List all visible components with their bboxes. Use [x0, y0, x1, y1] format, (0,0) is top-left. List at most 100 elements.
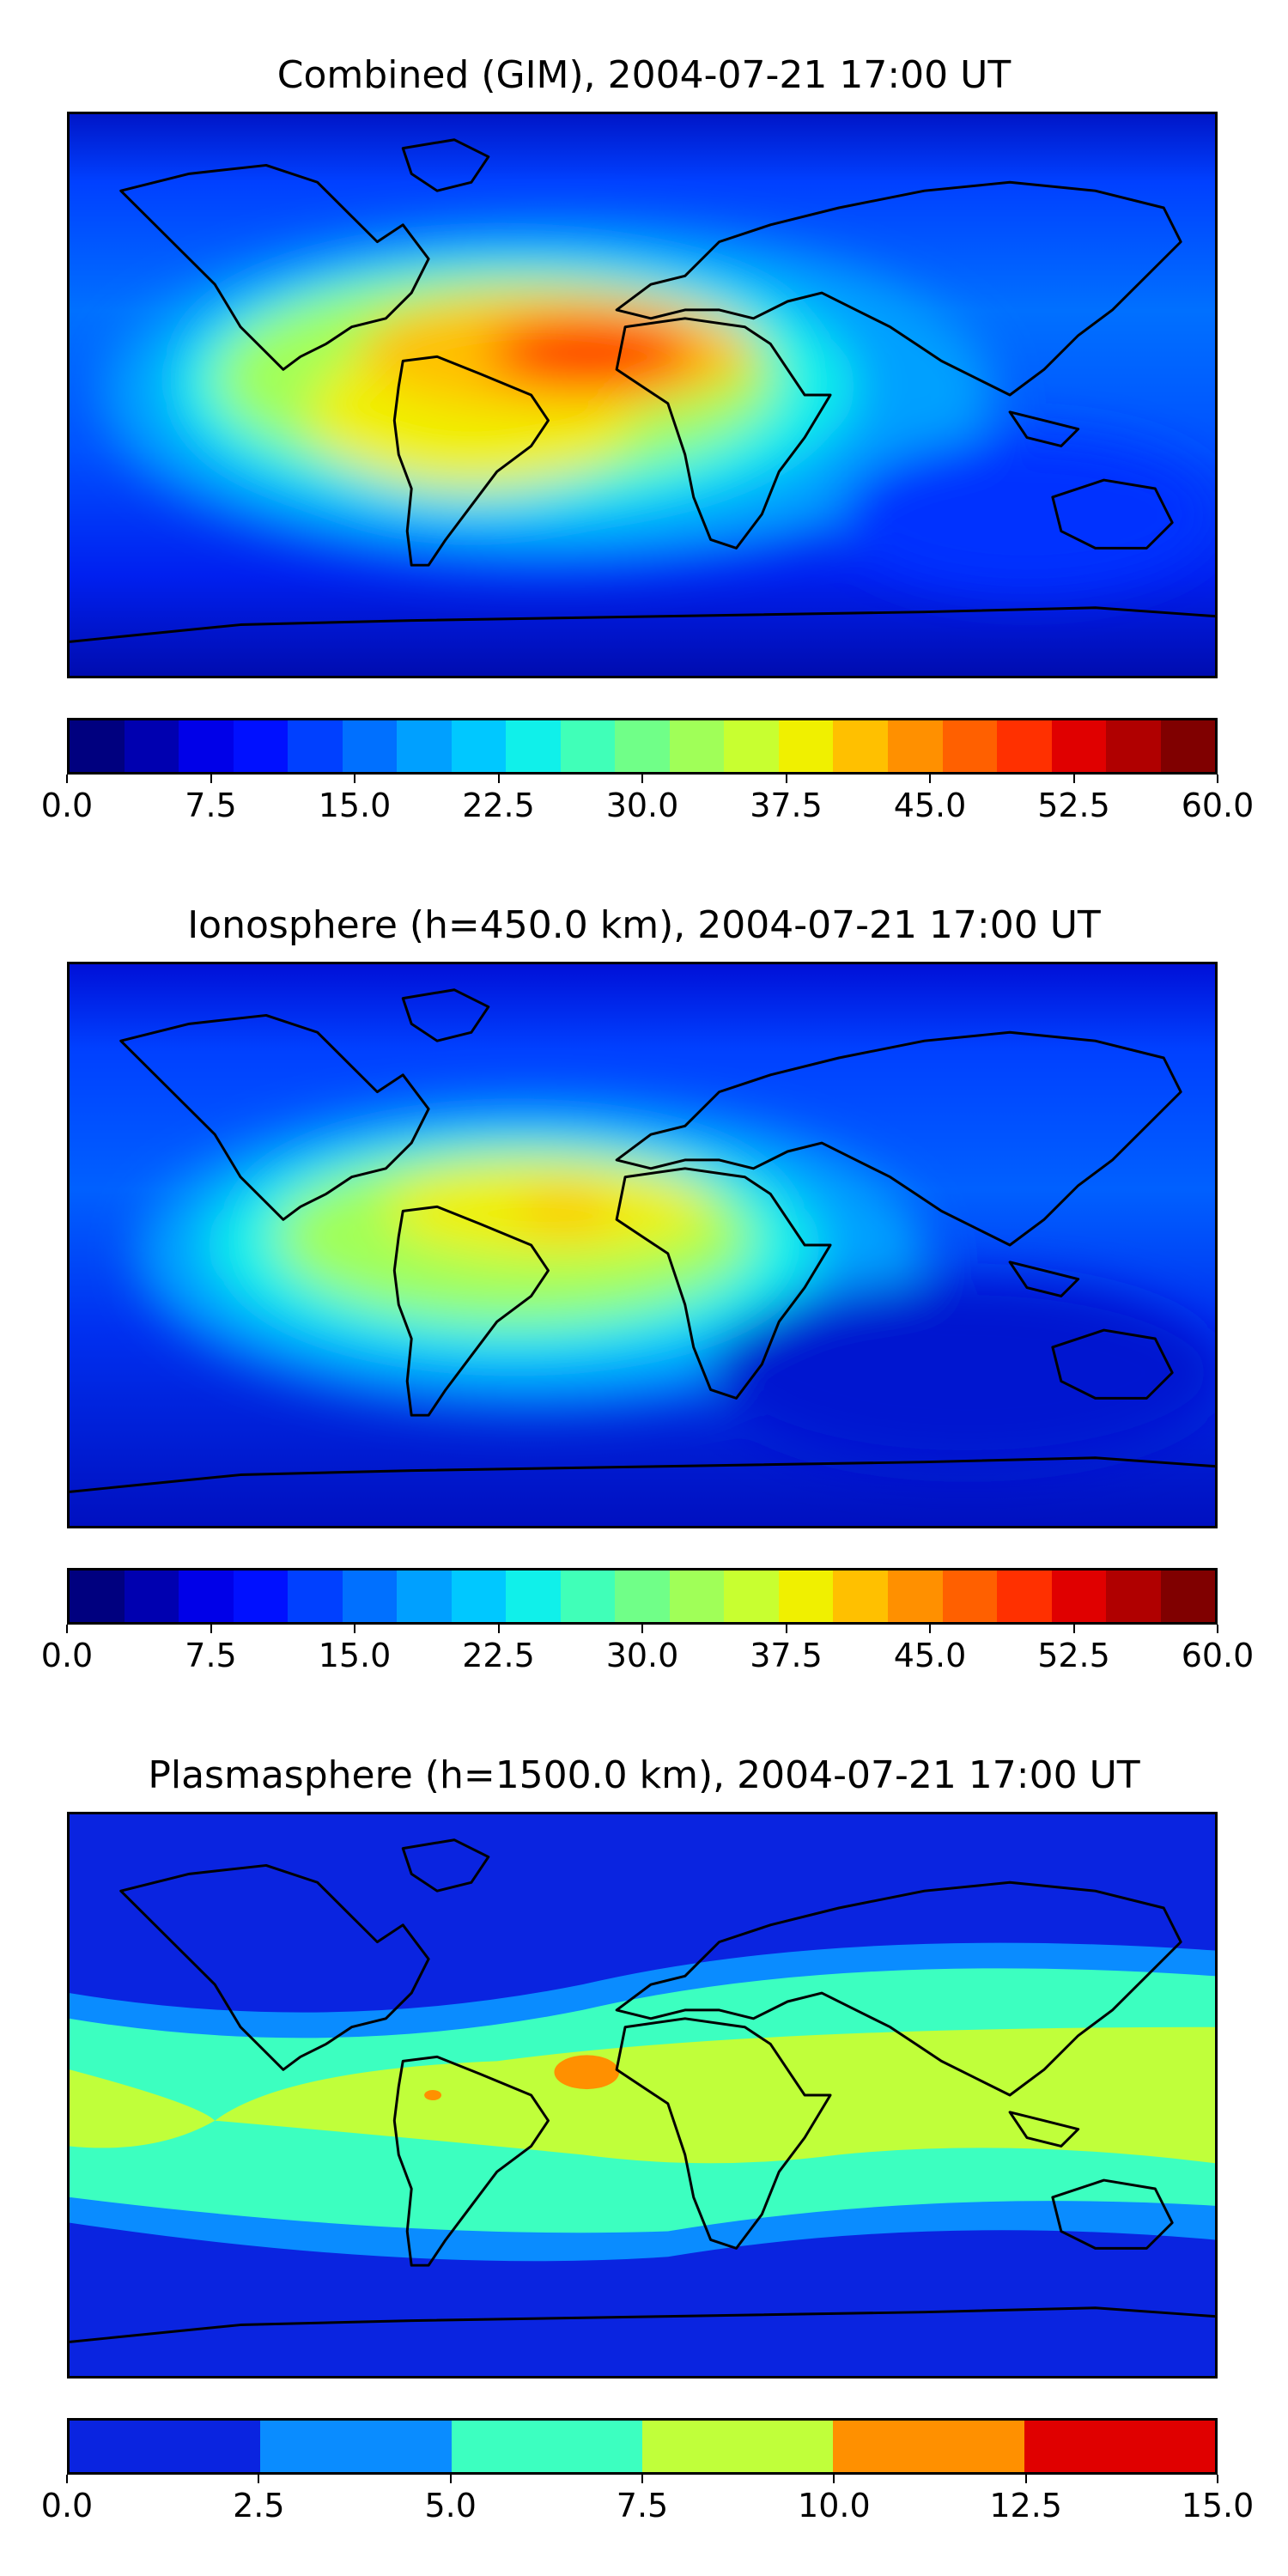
colorbar-segment — [615, 720, 670, 772]
colorbar-tick-label: 7.5 — [185, 1637, 237, 1674]
colorbar-tick-label: 30.0 — [605, 1637, 679, 1674]
colorbar-tick-mark — [1217, 775, 1218, 783]
colorbar-segment — [233, 720, 289, 772]
colorbar-tick-mark — [449, 2475, 452, 2483]
colorbar-ticks-plasmasphere: 0.0 2.5 5.0 7.5 10.0 12.5 15.0 — [41, 2475, 1254, 2526]
colorbar-tick-label: 0.0 — [40, 787, 94, 824]
map-ionosphere-svg — [70, 964, 1215, 1526]
colorbar-tick-mark — [833, 2475, 835, 2483]
colorbar-tick-label: 15.0 — [318, 787, 392, 824]
colorbar-tick-label: 15.0 — [318, 1637, 392, 1674]
tec-peak-orange — [513, 1192, 617, 1230]
pls-band-lime — [70, 2026, 1215, 2164]
colorbar-tick-label: 37.5 — [750, 787, 823, 824]
colorbar-tick-mark — [929, 775, 931, 783]
colorbar-segment — [288, 1571, 343, 1622]
colorbar-segment — [179, 720, 234, 772]
colorbar-tick-label: 52.5 — [1037, 787, 1110, 824]
colorbar-tick-label: 15.0 — [1181, 2487, 1255, 2524]
colorbar-tick-mark — [1217, 1625, 1218, 1633]
colorbar-segment — [942, 720, 998, 772]
colorbar-segment — [833, 720, 888, 772]
colorbar-segment — [778, 1571, 834, 1622]
colorbar-segment — [342, 1571, 398, 1622]
colorbar-segment — [397, 720, 452, 772]
coastlines — [70, 988, 1215, 1493]
colorbar-tick-label: 60.0 — [1181, 1637, 1255, 1674]
colorbar-tick-label: 22.5 — [462, 787, 535, 824]
colorbar-tick-label: 60.0 — [1181, 787, 1255, 824]
colorbar-tick-mark — [1072, 775, 1075, 783]
colorbar-segment — [288, 720, 343, 772]
map-combined-svg — [70, 114, 1215, 676]
colorbar-segment — [997, 720, 1052, 772]
colorbar-tick-mark — [641, 2475, 643, 2483]
colorbar-segment — [724, 720, 779, 772]
colorbar-segment — [560, 1571, 616, 1622]
colorbar-tick-mark — [1024, 2475, 1027, 2483]
colorbar-tick-mark — [66, 1625, 68, 1633]
panel-title-combined: Combined (GIM), 2004-07-21 17:00 UT — [276, 53, 1012, 97]
colorbar-segment — [997, 1571, 1052, 1622]
colorbar-segment — [1051, 1571, 1107, 1622]
colorbar-segment — [1160, 1571, 1216, 1622]
colorbar-segment — [615, 1571, 670, 1622]
colorbar-segment — [724, 1571, 779, 1622]
colorbar-segment — [506, 1571, 561, 1622]
colorbar-ticks-ionosphere: 0.0 7.5 15.0 22.5 30.0 37.5 45.0 52.5 60.0 — [41, 1625, 1254, 1676]
colorbar-tick-label: 37.5 — [750, 1637, 823, 1674]
colorbar-segment — [1106, 720, 1161, 772]
colorbar-segment — [887, 720, 943, 772]
colorbar-segment — [70, 1571, 125, 1622]
colorbar-segment — [778, 720, 834, 772]
colorbar-tick-label: 30.0 — [605, 787, 679, 824]
colorbar-segment — [1106, 1571, 1161, 1622]
tec-peak-red — [488, 318, 694, 387]
colorbar-segment — [342, 720, 398, 772]
tec-low-pacific — [710, 1279, 1215, 1467]
colorbar-segment — [560, 720, 616, 772]
colorbar-segment — [124, 720, 179, 772]
coastlines — [70, 138, 1215, 643]
colorbar-tick-label: 7.5 — [185, 787, 237, 824]
colorbar-tick-label: 7.5 — [616, 2487, 669, 2524]
colorbar-segment — [179, 1571, 234, 1622]
colorbar-tick-label: 45.0 — [893, 1637, 967, 1674]
pls-patch-orange-small — [424, 2090, 442, 2100]
colorbar-tick-label: 10.0 — [798, 2487, 871, 2524]
colorbar-segment — [887, 1571, 943, 1622]
colorbar-tick-label: 12.5 — [989, 2487, 1062, 2524]
colorbar-tick-mark — [258, 2475, 260, 2483]
colorbar-plasmasphere — [67, 2418, 1218, 2475]
colorbar-segment — [1160, 720, 1216, 772]
colorbar-segment — [669, 720, 725, 772]
colorbar-tick-mark — [929, 1625, 931, 1633]
colorbar-tick-mark — [210, 1625, 212, 1633]
colorbar-tick-label: 45.0 — [893, 787, 967, 824]
colorbar-segment — [942, 1571, 998, 1622]
colorbar-segment — [233, 1571, 289, 1622]
colorbar-tick-mark — [1072, 1625, 1075, 1633]
colorbar-tick-mark — [785, 775, 787, 783]
colorbar-tick-label: 22.5 — [462, 1637, 535, 1674]
colorbar-segment — [260, 2421, 452, 2472]
colorbar-segment — [124, 1571, 179, 1622]
colorbar-combined — [67, 718, 1218, 775]
colorbar-segment — [641, 2421, 834, 2472]
panel-title-plasmasphere: Plasmasphere (h=1500.0 km), 2004-07-21 1… — [148, 1753, 1140, 1797]
map-ionosphere — [67, 962, 1218, 1528]
colorbar-segment — [451, 1571, 507, 1622]
map-combined — [67, 112, 1218, 678]
colorbar-tick-mark — [210, 775, 212, 783]
colorbar-tick-mark — [497, 1625, 500, 1633]
colorbar-segment — [451, 720, 507, 772]
colorbar-tick-mark — [66, 775, 68, 783]
panel-title-ionosphere: Ionosphere (h=450.0 km), 2004-07-21 17:0… — [187, 903, 1101, 947]
colorbar-tick-mark — [641, 1625, 643, 1633]
colorbar-segment — [1024, 2421, 1215, 2472]
colorbar-segment — [506, 720, 561, 772]
colorbar-tick-label: 0.0 — [40, 2487, 94, 2524]
colorbar-tick-mark — [641, 775, 643, 783]
colorbar-tick-mark — [497, 775, 500, 783]
colorbar-segment — [397, 1571, 452, 1622]
